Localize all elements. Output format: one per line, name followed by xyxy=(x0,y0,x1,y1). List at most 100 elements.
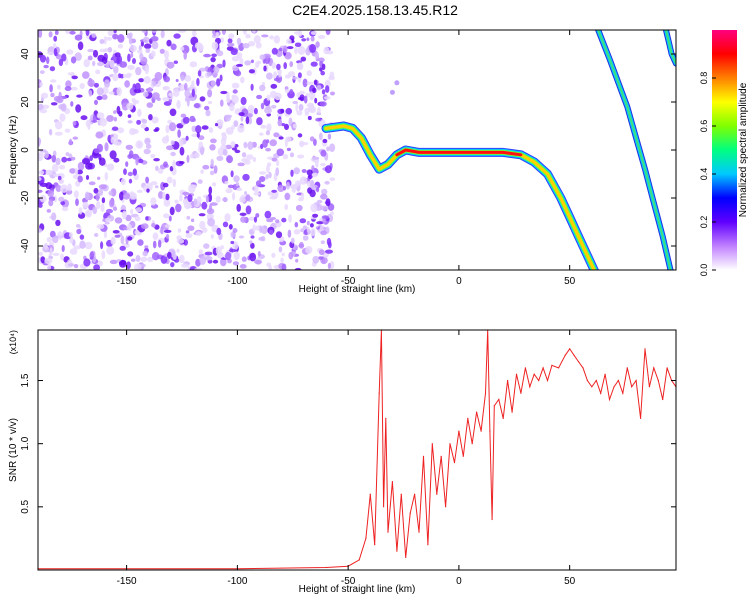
noise-blob xyxy=(262,139,268,148)
noise-blob xyxy=(185,204,193,209)
noise-blob xyxy=(320,163,326,167)
noise-blob xyxy=(311,165,315,172)
y-tick-label: 1.5 xyxy=(20,373,31,387)
noise-blob xyxy=(142,36,150,44)
noise-blob xyxy=(271,62,276,69)
noise-blob xyxy=(69,30,76,35)
noise-blob xyxy=(210,57,216,63)
noise-blob xyxy=(199,255,206,265)
noise-blob xyxy=(172,178,176,188)
noise-blob xyxy=(310,179,315,189)
snr-point xyxy=(644,348,646,350)
noise-blob xyxy=(95,131,104,139)
x-tick-label: 0 xyxy=(456,276,462,287)
noise-blob xyxy=(222,59,226,68)
noise-blob xyxy=(38,251,44,256)
noise-blob xyxy=(61,156,68,163)
noise-blob xyxy=(224,114,233,119)
noise-blob xyxy=(199,67,207,72)
snr-point xyxy=(385,417,387,419)
noise-blob xyxy=(187,97,196,102)
noise-blob xyxy=(253,35,261,44)
noise-blob xyxy=(127,114,132,118)
noise-blob xyxy=(45,169,53,176)
noise-blob xyxy=(228,248,237,253)
noise-blob xyxy=(224,181,229,185)
noise-blob xyxy=(125,161,129,168)
noise-blob xyxy=(176,238,185,244)
noise-blob xyxy=(191,30,197,37)
noise-blob xyxy=(227,184,235,189)
noise-blob xyxy=(310,36,315,42)
snr-point xyxy=(436,493,438,495)
noise-blob xyxy=(164,224,171,228)
noise-blob xyxy=(143,76,151,84)
noise-blob xyxy=(69,168,76,174)
noise-blob xyxy=(296,110,303,116)
noise-blob xyxy=(150,153,156,159)
snr-point xyxy=(569,348,571,350)
noise-blob xyxy=(163,198,171,207)
noise-blob xyxy=(211,53,218,58)
noise-blob xyxy=(72,136,79,140)
noise-blob xyxy=(185,230,190,234)
noise-blob xyxy=(80,115,88,121)
noise-blob xyxy=(312,87,317,94)
noise-blob xyxy=(42,245,49,253)
noise-blob xyxy=(312,255,320,264)
noise-blob xyxy=(278,70,282,78)
noise-blob xyxy=(324,180,330,185)
noise-blob xyxy=(321,63,326,70)
secondary-trace-0-layer xyxy=(597,30,672,270)
noise-blob xyxy=(294,221,299,228)
noise-blob xyxy=(191,88,195,98)
noise-blob xyxy=(114,52,121,58)
noise-blob xyxy=(250,235,255,239)
noise-blob xyxy=(137,108,142,117)
noise-blob xyxy=(300,142,309,146)
noise-blob xyxy=(92,206,98,215)
noise-blob xyxy=(281,123,286,127)
noise-blob xyxy=(104,48,109,52)
noise-blob xyxy=(311,172,319,177)
noise-blob xyxy=(50,102,58,106)
snr-chart: -150 -100 -50 0 50 0.5 1.0 1.5 Height of straig… xyxy=(8,329,677,595)
noise-blob xyxy=(198,213,206,217)
noise-blob xyxy=(306,81,314,85)
noise-blob xyxy=(252,30,256,33)
noise-blob xyxy=(230,170,234,178)
snr-point xyxy=(622,392,624,394)
noise-blob xyxy=(154,185,159,189)
noise-blob xyxy=(235,182,240,187)
noise-blob xyxy=(306,70,312,77)
noise-blob xyxy=(96,95,103,101)
noise-blob xyxy=(321,89,326,95)
snr-point xyxy=(542,367,544,369)
noise-blob xyxy=(140,124,147,129)
snr-point xyxy=(462,455,464,457)
noise-blob xyxy=(82,201,89,209)
noise-blob xyxy=(222,221,229,228)
noise-blob xyxy=(163,161,168,168)
noise-blob xyxy=(322,218,327,224)
noise-blob xyxy=(140,40,144,47)
noise-blob xyxy=(268,264,272,270)
noise-blob xyxy=(57,231,63,240)
noise-blob xyxy=(254,259,262,265)
noise-blob xyxy=(245,205,252,215)
noise-blob xyxy=(309,136,315,142)
noise-blob xyxy=(55,157,61,166)
noise-blob xyxy=(135,207,142,213)
noise-blob xyxy=(106,208,113,214)
noise-blob xyxy=(109,259,118,265)
noise-blob xyxy=(176,123,184,129)
noise-blob xyxy=(117,127,125,134)
noise-blob xyxy=(200,146,205,156)
noise-blob xyxy=(302,225,308,230)
noise-blob xyxy=(325,198,331,207)
colorbar-tick-label: 0.6 xyxy=(699,120,709,133)
noise-blob xyxy=(247,141,254,150)
noise-blob xyxy=(297,154,305,159)
snr-point xyxy=(604,373,606,375)
noise-blob xyxy=(248,216,256,221)
